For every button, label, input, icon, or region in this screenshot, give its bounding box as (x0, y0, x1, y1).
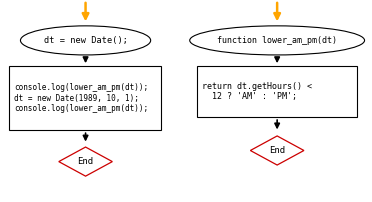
Text: function lower_am_pm(dt): function lower_am_pm(dt) (217, 36, 337, 45)
Bar (9, 66, 161, 130)
Bar (197, 66, 357, 117)
Text: End: End (269, 146, 285, 155)
Text: dt = new Date();: dt = new Date(); (44, 36, 128, 45)
Text: End: End (77, 157, 94, 166)
Text: console.log(lower_am_pm(dt));
dt = new Date(1989, 10, 1);
console.log(lower_am_p: console.log(lower_am_pm(dt)); dt = new D… (14, 83, 148, 113)
Ellipse shape (20, 26, 151, 55)
Polygon shape (59, 147, 112, 176)
Text: return dt.getHours() <
  12 ? 'AM' : 'PM';: return dt.getHours() < 12 ? 'AM' : 'PM'; (202, 82, 312, 101)
Polygon shape (250, 136, 304, 165)
Ellipse shape (190, 26, 365, 55)
